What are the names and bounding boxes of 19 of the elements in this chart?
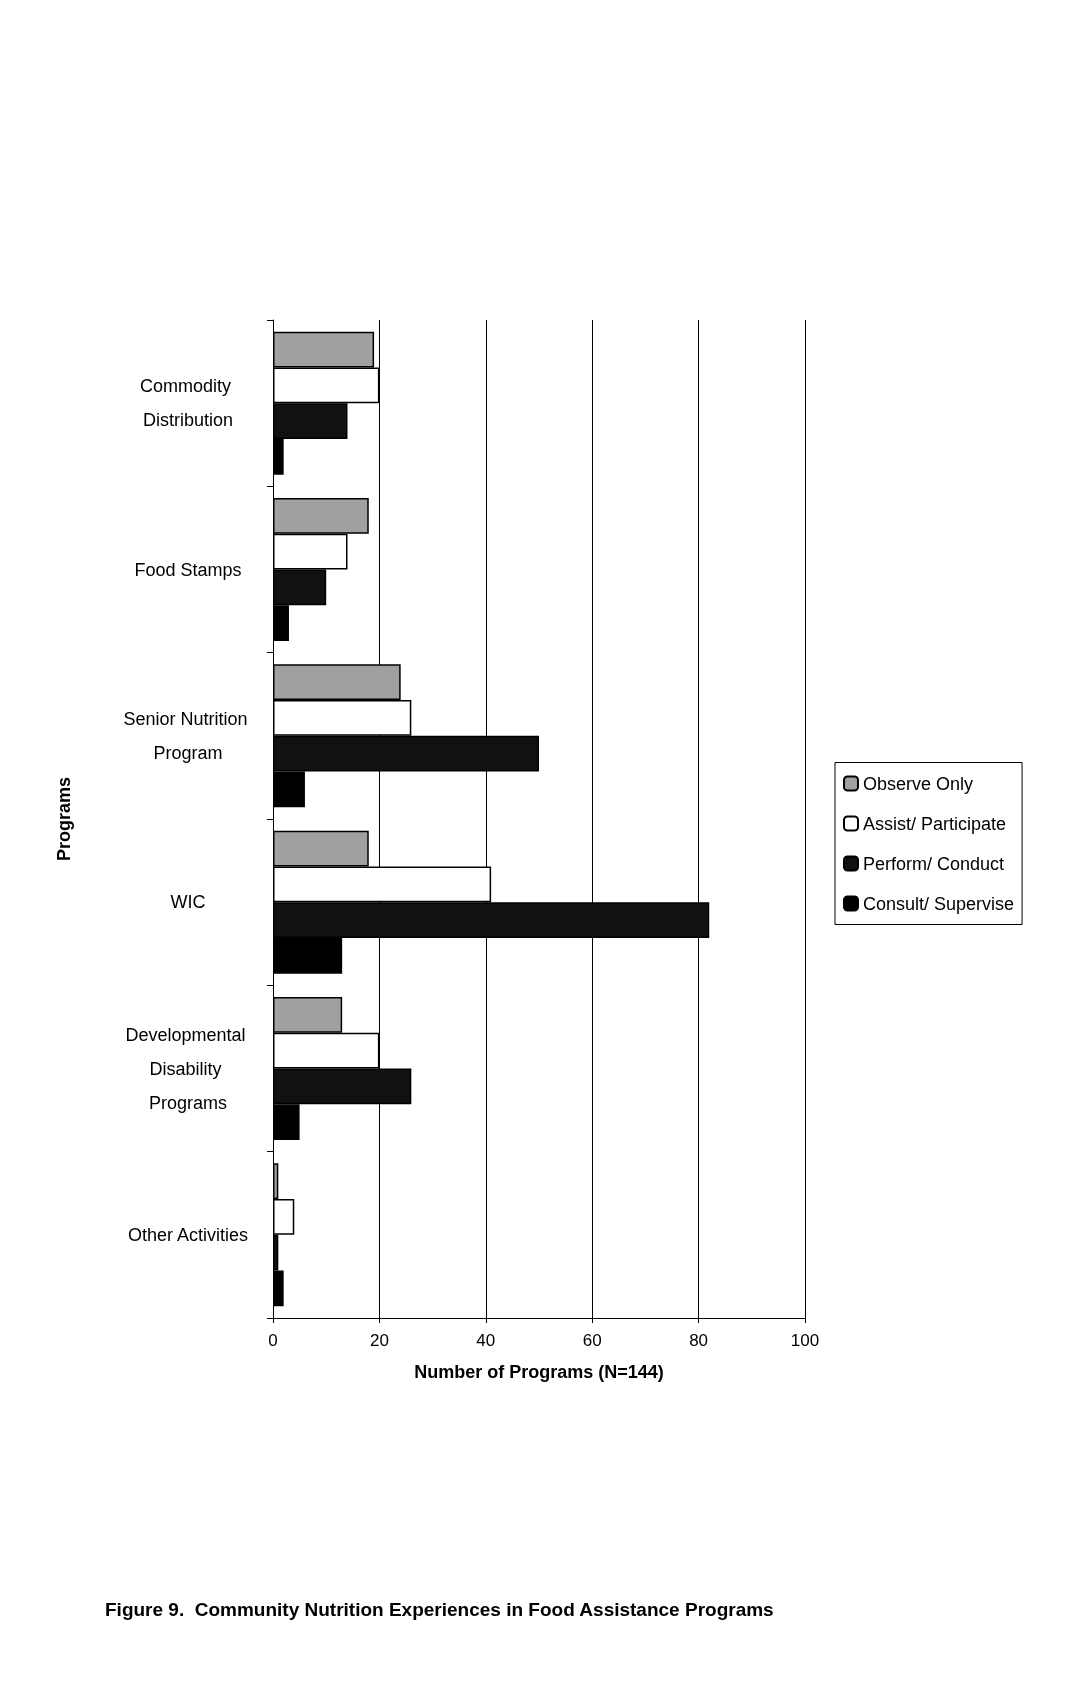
x-tick-label: 20: [369, 1331, 389, 1350]
y-axis-title: Programs: [54, 776, 74, 862]
legend-label: Perform/ Conduct: [863, 853, 1005, 874]
y-tick-label: Senior Nutrition Program: [123, 708, 253, 763]
y-tick-label: Developmental Disability Programs: [125, 1024, 251, 1113]
y-tick-label: WIC: [170, 892, 206, 913]
x-axis-title: Number of Programs (N=144): [414, 1362, 664, 1382]
y-tick-label: Other Activities: [127, 1224, 249, 1245]
legend-label: Assist/ Participate: [863, 813, 1007, 834]
y-tick-label: Food Stamps: [134, 559, 242, 580]
x-tick-label: 60: [582, 1331, 602, 1350]
x-tick-label: 100: [790, 1331, 820, 1350]
x-tick-label: 0: [268, 1331, 278, 1350]
x-tick-label: 40: [476, 1331, 496, 1350]
x-tick-label: 80: [689, 1331, 709, 1350]
y-tick-label: Commodity Distribution: [139, 376, 237, 431]
text: Figure 9. Community Nutrition Experiences in Food Assistance Programs: [105, 1599, 774, 1620]
legend-label: Consult/ Supervise: [863, 893, 1015, 914]
legend-label: Observe Only: [863, 773, 974, 794]
